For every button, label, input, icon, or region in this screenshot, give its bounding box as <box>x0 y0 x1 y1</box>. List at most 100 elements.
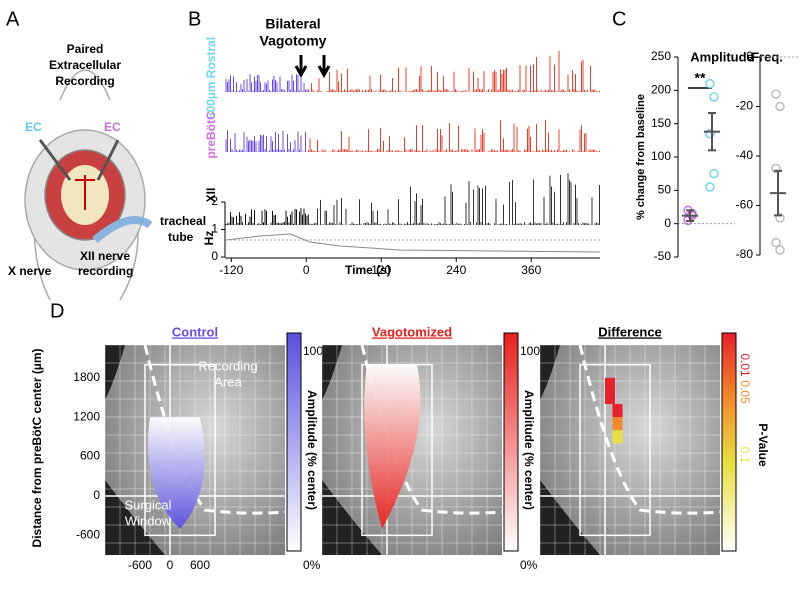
overlay-label: Surgical <box>125 497 172 512</box>
x-tick-label: 600 <box>190 558 210 572</box>
y-tick-label: -20 <box>736 99 754 113</box>
point <box>775 101 785 112</box>
y-tick-label: 2 <box>211 194 218 208</box>
title-line: Recording <box>55 74 114 88</box>
colorbar-label: Amplitude (% center) <box>522 390 536 510</box>
x-tick-label: -600 <box>128 558 152 572</box>
dark-region <box>540 345 600 555</box>
x-tick-label: 360 <box>521 263 541 277</box>
pvalue-cell <box>612 417 623 431</box>
point <box>705 78 715 89</box>
dark-region <box>105 345 165 555</box>
point <box>705 128 715 139</box>
colorbar <box>503 332 519 552</box>
recording-area <box>579 363 651 537</box>
panel-title: Amplitude <box>690 49 754 64</box>
point <box>705 182 715 192</box>
y-tick-label: -80 <box>736 247 754 261</box>
overlay-label: Window <box>125 513 172 528</box>
surgical-window <box>360 344 503 515</box>
panel-label: B <box>188 8 201 30</box>
x-tick-label: -120 <box>219 263 243 277</box>
x-tick-label: 0 <box>303 263 310 277</box>
y-tick-label: 0 <box>211 249 218 263</box>
y-tick-label: -600 <box>76 527 100 541</box>
title-line: Paired <box>67 42 104 56</box>
y-tick-label: 150 <box>651 116 671 130</box>
point <box>771 89 781 99</box>
x-axis-title: Time (s) <box>345 263 391 277</box>
y-tick-label: 600 <box>80 449 100 463</box>
heatmap <box>364 364 421 529</box>
panel-label: C <box>612 8 626 30</box>
point <box>771 237 781 248</box>
annotation: Bilateral <box>265 16 320 32</box>
pvalue-cell <box>605 377 615 391</box>
colorbar <box>286 332 302 552</box>
tracheal-label: tracheal <box>160 214 206 228</box>
surgical-window <box>143 344 286 515</box>
point <box>709 168 719 179</box>
trace-label: XII <box>204 188 218 203</box>
trace-label: preBötC <box>204 111 218 159</box>
pvalue-cell <box>605 390 615 405</box>
tracheal-label: tube <box>168 230 194 244</box>
y-tick-label: 1200 <box>73 409 100 423</box>
xii-label: recording <box>78 264 133 278</box>
y-tick-label: 50 <box>658 183 672 197</box>
y-tick-label: 1800 <box>73 370 100 384</box>
colorbar <box>721 332 737 552</box>
ec-label: EC <box>25 120 42 134</box>
colorbar-tick: 0% <box>520 558 538 572</box>
ec-label: EC <box>104 120 121 134</box>
hz-label: Hz <box>202 231 216 246</box>
heatmap <box>148 417 205 529</box>
dark-region <box>322 345 382 555</box>
significance: ** <box>695 70 706 86</box>
overlay-label: Recording <box>198 358 257 373</box>
y-tick-label: 100 <box>651 149 671 163</box>
point <box>775 245 785 255</box>
y-tick-label: -50 <box>654 249 672 263</box>
title-line: Extracellular <box>49 58 121 72</box>
panel-label: D <box>50 300 64 322</box>
traces <box>225 50 601 253</box>
colorbar-label: Amplitude (% center) <box>305 390 319 510</box>
panel-title: Freq. <box>751 49 783 64</box>
y-tick-label: 0 <box>93 488 100 502</box>
surgical-window <box>578 344 721 515</box>
panel-title: Control <box>172 324 218 339</box>
y-tick-label: 200 <box>651 83 671 97</box>
pvalue-tick: 0.01 <box>738 353 752 377</box>
panel-title: Vagotomized <box>372 324 452 339</box>
x-tick-label: 120 <box>371 263 391 277</box>
point <box>709 92 719 102</box>
hz-trace <box>225 233 601 253</box>
pvalue-label: P-Value <box>756 423 770 467</box>
panel-label: A <box>6 8 20 30</box>
point <box>775 213 785 223</box>
trace-label: 600µm Rostral <box>204 37 218 119</box>
y-tick-label: 1 <box>211 222 218 236</box>
colorbar-tick: 0% <box>303 558 321 572</box>
pvalue-tick: 0.1 <box>738 447 752 464</box>
x-nerve-label: X nerve <box>8 264 52 278</box>
mouse-drawing <box>24 69 153 301</box>
y-tick-label: 0 <box>746 49 753 63</box>
xii-label: XII nerve <box>80 249 130 263</box>
pvalue-cell <box>612 430 623 444</box>
y-tick-label: 250 <box>651 49 671 63</box>
y-tick-label: 0 <box>664 216 671 230</box>
y-axis-title: % change from baseline <box>635 94 647 220</box>
y-axis-title: Distance from preBötC center (µm) <box>30 349 44 548</box>
pvalue-tick: 0.05 <box>738 380 752 404</box>
overlay-label: Area <box>214 374 242 389</box>
arrows <box>294 55 331 79</box>
x-tick-label: 0 <box>167 558 174 572</box>
y-tick-label: -60 <box>736 198 754 212</box>
recording-area <box>144 363 216 537</box>
x-tick-label: 240 <box>446 263 466 277</box>
y-tick-label: -40 <box>736 148 754 162</box>
